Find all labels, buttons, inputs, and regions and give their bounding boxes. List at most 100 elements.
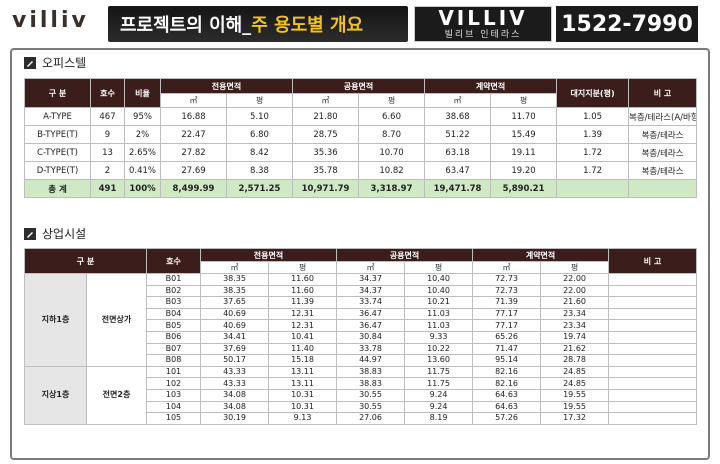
cell-contract-sqm: 71.47 (472, 342, 542, 356)
cell-unit: B07 (146, 342, 202, 356)
cell-units: 2 (90, 161, 125, 180)
cell-exclusive-sqm: 37.69 (200, 342, 270, 356)
cell-note (608, 296, 698, 309)
cell-contract-pyeong: 19.74 (540, 330, 610, 344)
cell-exclusive-sqm: 50.17 (200, 354, 270, 367)
cell-contract-sqm: 51.22 (424, 125, 492, 144)
cell-common-pyeong: 6.60 (358, 107, 426, 126)
cell-note (608, 388, 698, 402)
cell-exclusive-pyeong: 11.60 (268, 284, 338, 298)
cell-common-pyeong: 9.24 (404, 388, 474, 402)
brand-subtitle: 빌리브 인테라스 (444, 30, 522, 40)
cell-ratio: 95% (124, 107, 161, 126)
cell-exclusive-sqm: 40.69 (200, 307, 270, 321)
cell-note (608, 319, 698, 332)
cell-common-sqm: 21.80 (292, 107, 360, 126)
cell-exclusive-sqm: 8,499.99 (160, 179, 227, 198)
cell-land: 1.39 (556, 125, 630, 144)
floor-label: 지상1층 (24, 365, 87, 425)
cell-common-pyeong: 10.40 (404, 284, 474, 298)
cell-unit: 102 (146, 377, 202, 390)
cell-common-pyeong: 11.03 (404, 319, 474, 332)
cell-exclusive-sqm: 30.19 (200, 412, 270, 425)
cell-contract-pyeong: 21.62 (540, 342, 610, 356)
cell-contract-pyeong: 15.49 (490, 125, 558, 144)
col-header-contract: 계약면적 (472, 248, 610, 262)
cell-exclusive-pyeong: 11.40 (268, 342, 338, 356)
col-header-note: 비 고 (628, 78, 698, 108)
cell-unit: 103 (146, 388, 202, 402)
col-header-note: 비 고 (608, 248, 698, 274)
cell-common-pyeong: 10.70 (358, 143, 426, 162)
cell-contract-pyeong: 22.00 (540, 284, 610, 298)
cell-common-pyeong: 10.22 (404, 342, 474, 356)
cell-note: 복층/테라스(A/바항) (628, 107, 698, 126)
cell-contract-sqm: 63.18 (424, 143, 492, 162)
cell-contract-sqm: 19,471.78 (424, 179, 492, 198)
cell-exclusive-pyeong: 8.42 (225, 143, 294, 162)
cell-exclusive-pyeong: 10.41 (268, 330, 338, 344)
brand-logo-box: VILLIV 빌리브 인테라스 (414, 6, 552, 42)
cell-unit: 105 (146, 412, 202, 425)
cell-exclusive-pyeong: 12.31 (268, 307, 338, 321)
col-header-common: 공용면적 (336, 248, 474, 262)
col-header-type: 구 분 (23, 248, 148, 274)
table-row: 지하1층 전면상가 B01 38.35 11.60 34.37 10.40 72.73 22.0… (24, 273, 698, 367)
col-header-exclusive: 전용면적 (159, 78, 294, 94)
pencil-icon (24, 56, 36, 69)
table-row: 102 43.33 13.11 38.83 11.75 82.16 24.85 (25, 377, 698, 390)
col-header-land: 대지지분(평) (556, 78, 630, 108)
cell-note (608, 273, 698, 286)
cell-common-pyeong: 11.75 (404, 377, 474, 390)
cell-common-sqm: 34.37 (336, 284, 406, 298)
table-row: A-TYPE 467 95% 16.88 5.10 21.80 6.60 38.68 11.70… (24, 107, 698, 126)
col-sub-sqm: ㎡ (160, 93, 227, 108)
cell-common-sqm: 30.55 (336, 388, 406, 402)
cell-unit: B08 (146, 354, 202, 367)
cell-contract-pyeong: 23.34 (540, 307, 610, 321)
cell-contract-pyeong: 19.55 (540, 400, 610, 414)
cell-exclusive-pyeong: 11.39 (268, 296, 338, 309)
col-header-contract: 계약면적 (424, 78, 558, 94)
cell-common-sqm: 30.84 (336, 330, 406, 344)
cell-exclusive-sqm: 34.08 (200, 400, 270, 414)
cell-common-pyeong: 9.33 (404, 330, 474, 344)
villiv-logo: villiv (12, 8, 89, 33)
cell-exclusive-sqm: 34.41 (200, 330, 270, 344)
page-title: 프로젝트의 이해_ (120, 15, 252, 36)
cell-note (608, 284, 698, 298)
cell-contract-pyeong: 11.70 (490, 107, 558, 126)
commercial-table: 구 분 호수 전용면적 공용면적 계약면적 비 고 ㎡ 평 ㎡ 평 ㎡ 평 지하… (23, 248, 698, 425)
cell-common-sqm: 44.97 (336, 354, 406, 367)
cell-exclusive-sqm: 38.35 (200, 273, 270, 286)
cell-contract-pyeong: 19.55 (540, 388, 610, 402)
cell-land: 1.72 (556, 161, 630, 180)
cell-unit: B04 (146, 307, 202, 321)
cell-land: 1.05 (556, 107, 630, 126)
cell-contract-pyeong: 21.60 (540, 296, 610, 309)
cell-type: D-TYPE(T) (24, 161, 91, 180)
table-row: 105 30.19 9.13 27.06 8.19 57.26 17.32 (25, 412, 698, 425)
cell-unit: B01 (146, 273, 202, 286)
cell-contract-pyeong: 19.11 (490, 143, 558, 162)
col-sub-sqm: ㎡ (424, 93, 492, 108)
col-header-ratio: 비율 (124, 78, 161, 108)
cell-note (608, 354, 698, 367)
col-sub-sqm: ㎡ (292, 93, 360, 108)
cell-contract-sqm: 95.14 (472, 354, 542, 367)
col-sub-pyeong: 평 (540, 261, 610, 274)
cell-note: 복층/테라스 (628, 143, 698, 162)
title-bar: 프로젝트의 이해_ 주 용도별 개요 (108, 6, 408, 42)
cell-contract-pyeong: 24.85 (540, 365, 610, 379)
col-sub-pyeong: 평 (225, 93, 294, 108)
col-sub-sqm: ㎡ (200, 261, 270, 274)
col-header-exclusive: 전용면적 (200, 248, 338, 262)
cell-exclusive-sqm: 34.08 (200, 388, 270, 402)
cell-common-pyeong: 13.60 (404, 354, 474, 367)
table-row: 지상1층 전면2층 101 43.33 13.11 38.83 11.75 82.16 24.8… (24, 365, 698, 425)
col-sub-sqm: ㎡ (336, 261, 406, 274)
commercial-section-label: 상업시설 (42, 227, 87, 241)
cell-exclusive-pyeong: 9.13 (268, 412, 338, 425)
office-table: 구 분 호수 비율 전용면적 공용면적 계약면적 대지지분(평) 비 고 ㎡ 평… (24, 78, 698, 198)
cell-common-sqm: 30.55 (336, 400, 406, 414)
